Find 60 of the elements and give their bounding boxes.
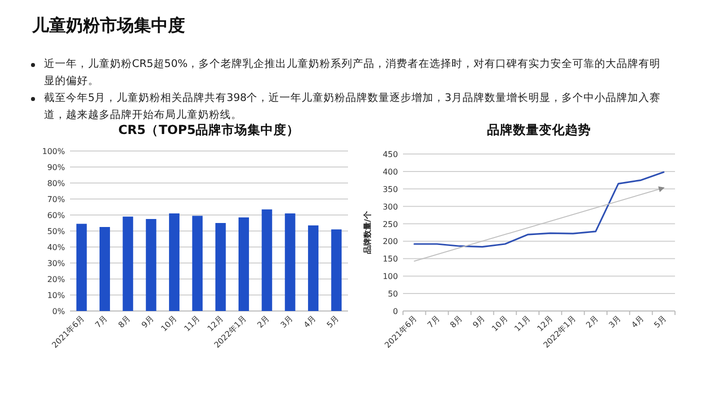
bar [331,229,342,311]
y-tick-label: 200 [382,237,398,246]
bar [284,213,296,311]
x-tick-label: 7月 [94,314,110,330]
x-tick-label: 9月 [140,314,156,330]
y-tick-label: 50 [388,290,398,299]
y-tick-label: 100% [42,147,66,156]
y-tick-label: 10% [47,291,66,300]
x-tick-label: 3月 [607,314,623,330]
x-tick-label: 12月 [206,314,225,334]
bar [146,219,156,311]
y-tick-label: 150 [382,254,398,264]
y-tick-label: 450 [382,150,398,159]
y-tick-label: 100 [382,272,398,282]
text: 近一年，儿童奶粉CR5超50%，多个老牌乳企推出儿童奶粉系列产品，消费者在选择时，对有口碑有实力安全可靠的大品牌有明显的偏好。 [43,57,662,89]
y-tick-label: 40% [47,243,66,252]
bar [192,216,203,311]
x-tick-label: 2月 [584,314,600,330]
chart-title: 品牌数量变化趋势 [487,122,591,137]
y-tick-label: 400 [382,167,398,176]
x-tick-label: 5月 [325,314,341,330]
bar [238,217,249,311]
y-tick-label: 0 [392,307,398,316]
y-tick-label: 250 [382,220,398,229]
y-tick-label: 80% [47,179,66,188]
bar [76,224,87,311]
x-tick-label: 10月 [159,314,179,334]
text: 儿童奶粉市场集中度 [32,15,185,37]
text: 截至今年5月，儿童奶粉相关品牌共有398个，近一年儿童奶粉品牌数量逐步增加，3月品牌数量增长明显，多个中小品牌加入赛道，越来越多品牌开始布局儿童奶粉线。 [44,92,660,121]
y-tick-label: 60% [47,211,66,220]
x-tick-label: 8月 [116,314,132,330]
x-tick-label: 5月 [652,314,668,330]
bar [215,223,226,311]
x-tick-label: 8月 [448,314,464,330]
bar [100,227,110,311]
x-tick-label: 4月 [302,314,318,330]
x-tick-label: 4月 [630,314,646,330]
x-tick-label: 11月 [512,314,532,334]
y-tick-label: 350 [382,184,398,194]
x-tick-label: 3月 [278,314,294,330]
y-tick-label: 20% [47,275,66,284]
bar [308,225,318,311]
y-tick-label: 30% [47,259,66,268]
x-tick-label: 12月 [536,314,555,334]
y-axis-title: 品牌数量/个 [363,210,372,254]
x-tick-label: 7月 [426,314,442,330]
x-tick-label: 2月 [256,314,272,330]
x-tick-label: 11月 [182,314,202,334]
y-tick-label: 50% [47,227,66,236]
y-tick-label: 70% [47,195,66,204]
x-tick-label: 10月 [490,314,510,334]
bar [169,213,180,311]
x-tick-label: 9月 [471,314,487,330]
bar [262,209,272,311]
bar [122,216,134,311]
chart-title: CR5（TOP5品牌市场集中度） [118,122,300,137]
y-tick-label: 300 [382,202,398,212]
y-tick-label: 0% [52,307,66,316]
line-series [414,171,664,248]
y-tick-label: 90% [47,163,66,172]
